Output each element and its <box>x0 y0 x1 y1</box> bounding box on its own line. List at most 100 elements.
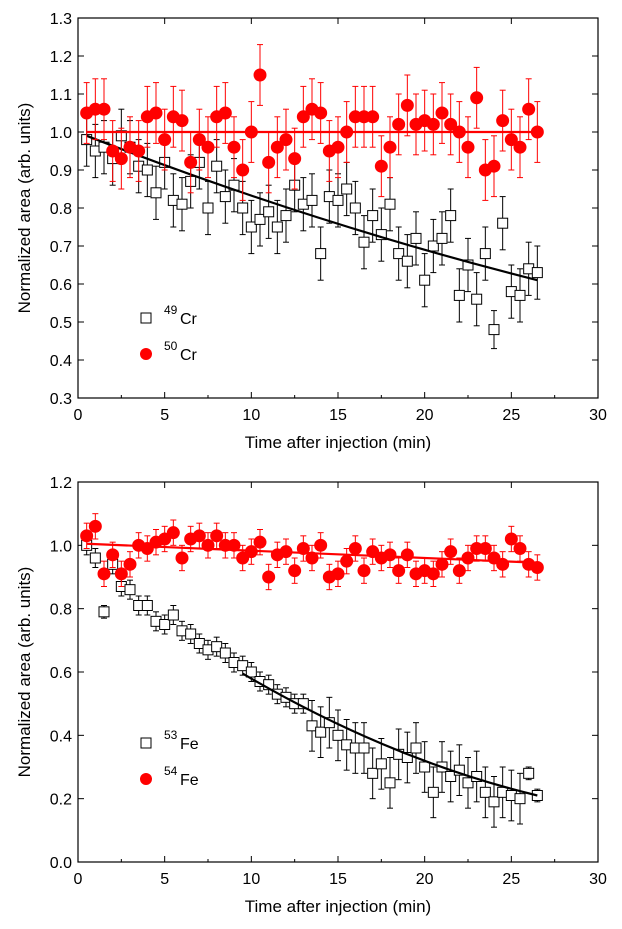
x-tick-label: 0 <box>74 407 83 424</box>
data-point <box>280 210 292 222</box>
y-tick-label: 1.0 <box>50 538 72 555</box>
plot-frame <box>77 481 599 863</box>
data-point <box>426 117 440 131</box>
data-point <box>158 532 172 546</box>
x-tick-label: 15 <box>329 871 347 888</box>
data-point <box>374 159 388 173</box>
data-point <box>410 742 422 754</box>
data-point <box>400 98 414 112</box>
y-tick-label: 0.6 <box>50 277 72 294</box>
x-tick-label: 10 <box>242 871 260 888</box>
data-point <box>393 248 405 260</box>
data-point <box>383 140 397 154</box>
data-point <box>89 552 101 564</box>
data-point <box>392 117 406 131</box>
data-point <box>444 545 458 559</box>
data-point <box>314 538 328 552</box>
y-tick-label: 0.4 <box>50 353 72 370</box>
data-point <box>227 140 241 154</box>
data-point <box>150 187 162 199</box>
data-point <box>375 758 387 770</box>
data-point <box>461 140 475 154</box>
fit-curve <box>86 542 538 564</box>
data-point <box>358 742 370 754</box>
data-point <box>419 274 431 286</box>
data-point <box>296 542 310 555</box>
data-point <box>201 140 215 154</box>
plot-area <box>80 44 544 350</box>
data-point <box>262 570 276 584</box>
data-point <box>340 554 354 568</box>
data-point <box>237 660 249 672</box>
data-point <box>296 110 310 124</box>
data-point <box>218 106 232 120</box>
data-point <box>366 110 380 124</box>
data-point <box>202 202 214 214</box>
y-axis-label: Normalized area (arb. units) <box>15 567 34 778</box>
data-point <box>444 117 458 131</box>
x-tick-label: 5 <box>160 871 169 888</box>
plot-frame <box>77 17 599 399</box>
y-tick-label: 0.5 <box>50 315 72 332</box>
series-49cr <box>81 108 543 350</box>
legend-marker <box>140 312 152 324</box>
data-point <box>513 140 527 154</box>
data-point <box>184 155 198 169</box>
data-point <box>288 152 302 166</box>
data-point <box>504 133 518 147</box>
x-tick-label: 25 <box>502 871 520 888</box>
data-point <box>435 557 449 571</box>
legend-mass-number: 49 <box>164 303 178 317</box>
data-point <box>530 561 544 574</box>
x-tick-label: 0 <box>74 871 83 888</box>
data-point <box>167 609 179 621</box>
data-point <box>504 532 518 546</box>
data-point <box>211 160 223 172</box>
data-point <box>488 324 500 336</box>
y-tick-label: 0.6 <box>50 665 72 682</box>
data-point <box>331 567 345 581</box>
data-point <box>306 720 318 732</box>
data-point <box>80 529 94 543</box>
data-point <box>123 557 137 571</box>
data-point <box>462 259 474 271</box>
data-point <box>106 144 120 158</box>
data-point <box>141 164 153 176</box>
data-point <box>487 159 501 173</box>
plot-area <box>80 513 544 828</box>
data-point <box>436 232 448 244</box>
data-point <box>88 519 102 533</box>
x-tick-label: 10 <box>242 407 260 424</box>
legend-marker <box>140 737 152 749</box>
data-point <box>192 133 206 147</box>
data-point <box>435 106 449 120</box>
fit-curve <box>242 672 538 797</box>
legend-mass-number: 50 <box>164 339 178 353</box>
data-point <box>462 777 474 789</box>
data-point <box>193 638 205 649</box>
y-tick-label: 0.4 <box>50 728 72 745</box>
data-point <box>400 548 414 562</box>
data-point <box>479 786 491 798</box>
legend-element: Cr <box>180 311 198 328</box>
y-tick-label: 0.2 <box>50 792 72 809</box>
legend-element: Fe <box>180 772 199 789</box>
data-point <box>401 752 413 763</box>
data-point <box>254 213 266 225</box>
data-point <box>271 221 283 233</box>
data-point <box>445 210 457 222</box>
data-point <box>279 133 293 147</box>
data-point <box>175 551 189 565</box>
y-tick-label: 0.9 <box>50 163 72 180</box>
data-point <box>219 191 231 203</box>
data-point <box>427 240 439 252</box>
data-point <box>175 114 189 128</box>
x-tick-label: 5 <box>160 407 169 424</box>
data-point <box>263 206 275 218</box>
data-point <box>419 761 431 773</box>
data-point <box>523 767 535 779</box>
data-point <box>445 771 457 782</box>
data-point <box>478 542 492 555</box>
